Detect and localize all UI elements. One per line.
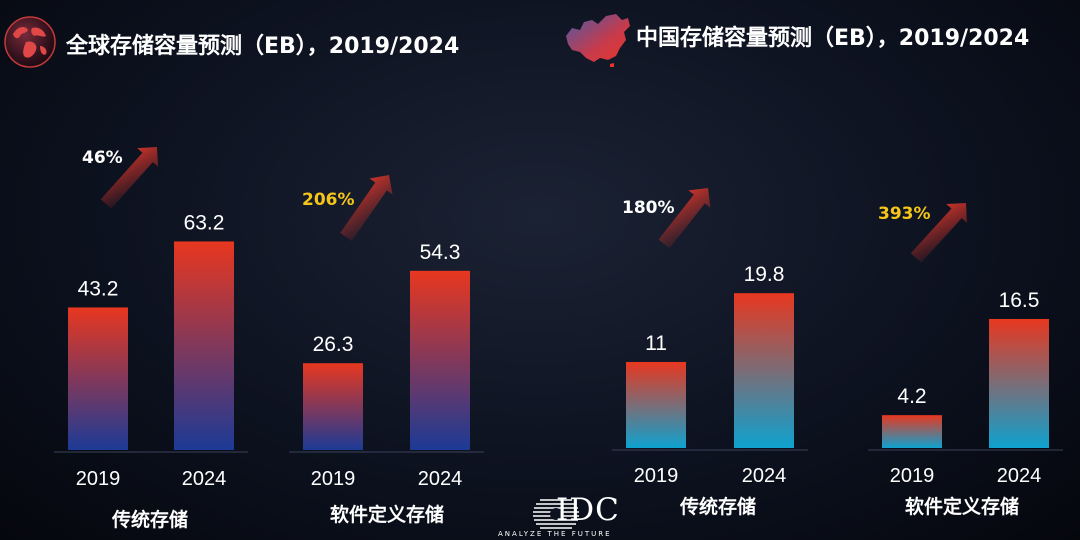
- idc-tagline: ANALYZE THE FUTURE: [498, 530, 612, 538]
- growth-percentage: 393%: [878, 204, 931, 224]
- x-tick-label: 2019: [890, 465, 935, 487]
- bar: [626, 361, 686, 448]
- bar: [882, 415, 942, 448]
- x-tick-label: 2019: [634, 465, 679, 487]
- growth-arrow: [658, 187, 711, 249]
- bar-value-label: 16.5: [999, 289, 1040, 312]
- bar-value-label: 63.2: [184, 211, 225, 234]
- bar-value-label: 4.2: [897, 385, 926, 408]
- group-label: 软件定义存储: [905, 495, 1019, 518]
- x-tick-label: 2024: [418, 468, 463, 490]
- group-label: 传统存储: [679, 495, 756, 518]
- growth-arrow: [340, 174, 393, 241]
- idc-globe-icon: [533, 499, 579, 529]
- bar-value-label: 19.8: [744, 263, 785, 286]
- bar: [410, 270, 470, 450]
- growth-percentage: 180%: [622, 198, 675, 218]
- x-tick-label: 2019: [311, 468, 356, 490]
- group-label: 传统存储: [111, 508, 188, 531]
- bar: [734, 293, 794, 448]
- x-tick-label: 2019: [76, 468, 121, 490]
- growth-percentage: 46%: [82, 148, 123, 168]
- bar: [68, 307, 128, 450]
- bar-value-label: 26.3: [313, 333, 354, 356]
- bar-value-label: 54.3: [420, 241, 461, 264]
- globe-icon: [4, 16, 56, 68]
- chart-title-china: 中国存储容量预测（EB），2019/2024: [636, 26, 1030, 51]
- bar-value-label: 11: [645, 332, 667, 355]
- idc-logo-text: IDC: [556, 492, 620, 528]
- growth-arrow: [910, 203, 967, 263]
- chart-title-global: 全球存储容量预测（EB），2019/2024: [66, 34, 460, 59]
- bar: [303, 363, 363, 450]
- x-tick-label: 2024: [997, 465, 1042, 487]
- bar: [174, 241, 234, 450]
- bar-value-label: 43.2: [78, 277, 119, 300]
- x-tick-label: 2024: [182, 468, 227, 490]
- growth-percentage: 206%: [302, 190, 355, 210]
- bar: [989, 318, 1049, 448]
- x-tick-label: 2024: [742, 465, 787, 487]
- growth-arrow: [100, 146, 159, 209]
- group-label: 软件定义存储: [330, 503, 444, 526]
- china-map-icon: [566, 14, 630, 67]
